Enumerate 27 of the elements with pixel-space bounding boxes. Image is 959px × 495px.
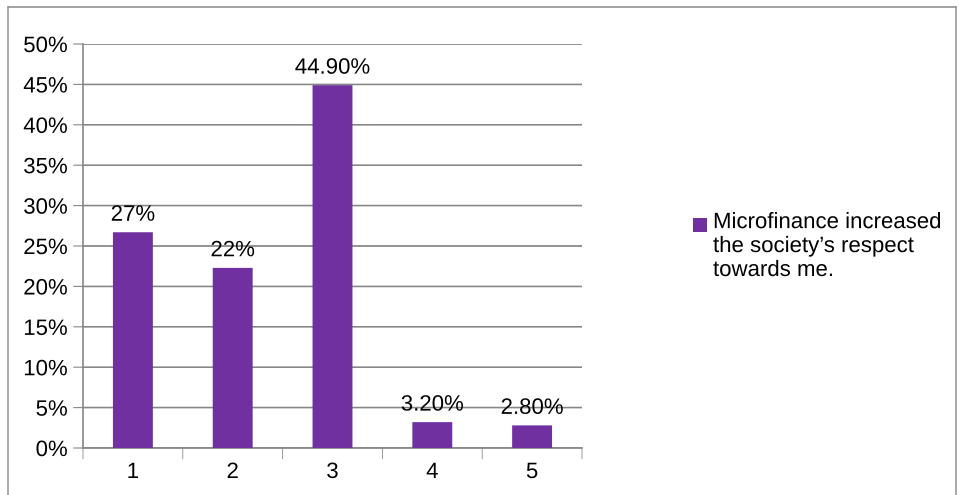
y-tick-label: 40% xyxy=(24,117,67,134)
data-label: 44.90% xyxy=(295,58,370,74)
y-tick-label: 20% xyxy=(24,278,67,295)
x-tick-label: 3 xyxy=(327,462,338,478)
bar xyxy=(212,268,253,448)
y-tick-label: 30% xyxy=(24,198,67,214)
x-tick-label: 5 xyxy=(526,462,538,478)
y-tick-label: 35% xyxy=(24,158,67,174)
y-tick-label: 25% xyxy=(24,238,67,254)
data-label: 3.20% xyxy=(402,395,464,411)
x-tick-label: 1 xyxy=(128,462,138,478)
data-label: 22% xyxy=(212,240,254,256)
data-label: 27% xyxy=(112,205,154,221)
bar xyxy=(312,85,352,448)
y-tick-label: 10% xyxy=(24,360,67,376)
data-label: 2.80% xyxy=(502,398,563,414)
bar xyxy=(512,425,552,448)
x-tick-label: 4 xyxy=(426,462,438,478)
y-tick-label: 0% xyxy=(36,440,67,456)
bar xyxy=(412,422,452,448)
x-tick-label: 2 xyxy=(228,462,238,478)
y-tick-label: 5% xyxy=(36,400,67,416)
legend-label: Microfinance increased the society’s respect towards me. xyxy=(713,212,940,276)
y-tick-label: 50% xyxy=(24,36,67,52)
bar xyxy=(112,232,153,448)
y-tick-label: 15% xyxy=(24,319,67,336)
y-tick-label: 45% xyxy=(24,77,67,93)
